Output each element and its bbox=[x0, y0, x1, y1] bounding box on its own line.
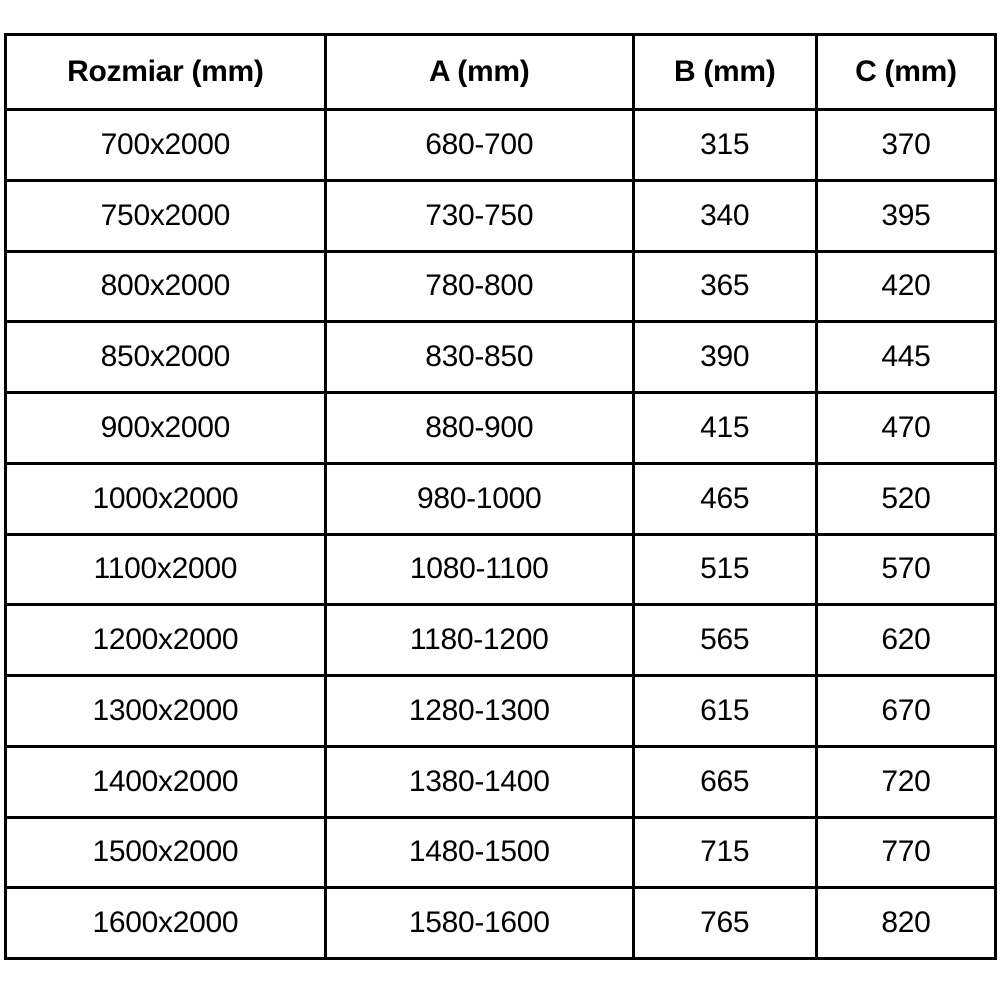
cell-a: 1280-1300 bbox=[323, 674, 635, 748]
cell-b: 340 bbox=[631, 178, 818, 253]
cell-b: 465 bbox=[631, 461, 818, 536]
dimensions-table: Rozmiar (mm) A (mm) B (mm) C (mm) 700x20… bbox=[4, 33, 998, 960]
cell-c: 445 bbox=[814, 320, 998, 394]
table-row: 1200x2000 1180-1200 565 620 bbox=[4, 603, 998, 677]
cell-c: 370 bbox=[814, 108, 998, 182]
cell-rozmiar: 1100x2000 bbox=[4, 532, 327, 607]
size-spec-table: Rozmiar (mm) A (mm) B (mm) C (mm) 700x20… bbox=[4, 33, 998, 960]
cell-b: 715 bbox=[631, 815, 818, 890]
cell-c: 620 bbox=[814, 603, 998, 677]
cell-a: 730-750 bbox=[323, 178, 635, 253]
cell-b: 765 bbox=[631, 886, 818, 960]
cell-b: 415 bbox=[631, 391, 818, 465]
cell-rozmiar: 1600x2000 bbox=[4, 886, 327, 960]
cell-c: 395 bbox=[814, 178, 998, 253]
table-row: 750x2000 730-750 340 395 bbox=[4, 178, 998, 253]
table-row: 1100x2000 1080-1100 515 570 bbox=[4, 532, 998, 607]
header-rozmiar: Rozmiar (mm) bbox=[4, 33, 327, 111]
cell-rozmiar: 1000x2000 bbox=[4, 461, 327, 536]
table-row: 1400x2000 1380-1400 665 720 bbox=[4, 744, 998, 819]
cell-b: 365 bbox=[631, 249, 818, 324]
cell-rozmiar: 1200x2000 bbox=[4, 603, 327, 677]
cell-c: 470 bbox=[814, 391, 998, 465]
cell-rozmiar: 1300x2000 bbox=[4, 674, 327, 748]
cell-a: 1580-1600 bbox=[323, 886, 635, 960]
cell-rozmiar: 800x2000 bbox=[4, 249, 327, 324]
table-header-row: Rozmiar (mm) A (mm) B (mm) C (mm) bbox=[4, 33, 998, 111]
table-row: 1000x2000 980-1000 465 520 bbox=[4, 461, 998, 536]
cell-c: 520 bbox=[814, 461, 998, 536]
cell-c: 770 bbox=[814, 815, 998, 890]
header-c: C (mm) bbox=[814, 33, 998, 111]
cell-c: 820 bbox=[814, 886, 998, 960]
table-row: 900x2000 880-900 415 470 bbox=[4, 391, 998, 465]
table-row: 700x2000 680-700 315 370 bbox=[4, 108, 998, 182]
cell-c: 420 bbox=[814, 249, 998, 324]
cell-rozmiar: 750x2000 bbox=[4, 178, 327, 253]
table-row: 1300x2000 1280-1300 615 670 bbox=[4, 674, 998, 748]
table-row: 850x2000 830-850 390 445 bbox=[4, 320, 998, 394]
table-row: 800x2000 780-800 365 420 bbox=[4, 249, 998, 324]
cell-rozmiar: 700x2000 bbox=[4, 108, 327, 182]
cell-a: 980-1000 bbox=[323, 461, 635, 536]
table-body: 700x2000 680-700 315 370 750x2000 730-750 340 3… bbox=[4, 108, 998, 960]
cell-b: 665 bbox=[631, 744, 818, 819]
header-b: B (mm) bbox=[631, 33, 818, 111]
cell-rozmiar: 1400x2000 bbox=[4, 744, 327, 819]
cell-c: 720 bbox=[814, 744, 998, 819]
cell-a: 680-700 bbox=[323, 108, 635, 182]
cell-a: 880-900 bbox=[323, 391, 635, 465]
cell-a: 1080-1100 bbox=[323, 532, 635, 607]
header-a: A (mm) bbox=[323, 33, 635, 111]
cell-c: 570 bbox=[814, 532, 998, 607]
cell-b: 390 bbox=[631, 320, 818, 394]
cell-rozmiar: 900x2000 bbox=[4, 391, 327, 465]
cell-rozmiar: 1500x2000 bbox=[4, 815, 327, 890]
cell-b: 565 bbox=[631, 603, 818, 677]
cell-rozmiar: 850x2000 bbox=[4, 320, 327, 394]
cell-a: 830-850 bbox=[323, 320, 635, 394]
cell-a: 1380-1400 bbox=[323, 744, 635, 819]
cell-c: 670 bbox=[814, 674, 998, 748]
cell-a: 1180-1200 bbox=[323, 603, 635, 677]
cell-b: 615 bbox=[631, 674, 818, 748]
cell-a: 1480-1500 bbox=[323, 815, 635, 890]
cell-b: 315 bbox=[631, 108, 818, 182]
cell-a: 780-800 bbox=[323, 249, 635, 324]
cell-b: 515 bbox=[631, 532, 818, 607]
table-row: 1600x2000 1580-1600 765 820 bbox=[4, 886, 998, 960]
table-row: 1500x2000 1480-1500 715 770 bbox=[4, 815, 998, 890]
